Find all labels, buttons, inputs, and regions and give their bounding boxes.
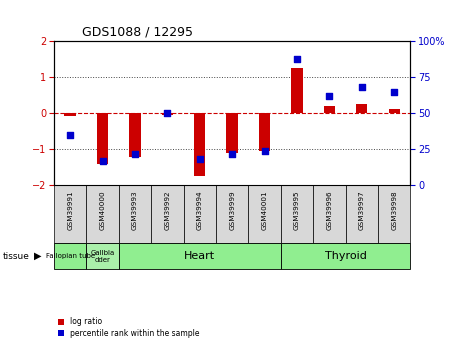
Point <box>196 157 204 162</box>
Point <box>228 151 236 156</box>
Bar <box>129 114 141 157</box>
Bar <box>119 243 281 269</box>
Text: ▶: ▶ <box>34 251 41 261</box>
Bar <box>281 243 410 269</box>
Bar <box>356 105 367 114</box>
Bar <box>259 114 270 151</box>
Text: GSM39999: GSM39999 <box>229 190 235 229</box>
Bar <box>324 106 335 114</box>
Point <box>164 111 171 116</box>
Text: GSM39996: GSM39996 <box>326 190 333 229</box>
Text: GSM39991: GSM39991 <box>67 190 73 229</box>
Bar <box>86 243 119 269</box>
Bar <box>313 185 346 243</box>
Bar <box>162 114 173 115</box>
Bar <box>119 185 151 243</box>
Point <box>131 151 139 156</box>
Text: GSM39998: GSM39998 <box>391 190 397 229</box>
Bar <box>378 185 410 243</box>
Point <box>67 132 74 138</box>
Text: GSM39995: GSM39995 <box>294 190 300 229</box>
Point <box>261 148 268 154</box>
Bar <box>194 114 205 176</box>
Bar <box>227 114 238 153</box>
Bar <box>281 185 313 243</box>
Bar <box>388 109 400 114</box>
Point <box>358 85 365 90</box>
Text: Fallopian tube: Fallopian tube <box>45 253 95 259</box>
Text: GSM39997: GSM39997 <box>359 190 365 229</box>
Point <box>99 158 106 164</box>
Text: GSM39992: GSM39992 <box>164 190 170 229</box>
Bar <box>86 185 119 243</box>
Text: Heart: Heart <box>184 251 215 261</box>
Text: Gallbla
dder: Gallbla dder <box>91 249 114 263</box>
Bar <box>346 185 378 243</box>
Text: GSM39994: GSM39994 <box>197 190 203 229</box>
Text: GDS1088 / 12295: GDS1088 / 12295 <box>83 26 193 39</box>
Bar <box>54 185 86 243</box>
Bar <box>54 243 86 269</box>
Legend: log ratio, percentile rank within the sample: log ratio, percentile rank within the sa… <box>58 317 199 338</box>
Point <box>390 89 398 95</box>
Point <box>293 56 301 61</box>
Text: tissue: tissue <box>2 252 29 260</box>
Bar <box>151 185 183 243</box>
Bar <box>97 114 108 164</box>
Text: GSM40000: GSM40000 <box>99 190 106 229</box>
Point <box>325 93 333 99</box>
Text: GSM40001: GSM40001 <box>262 190 267 229</box>
Bar <box>183 185 216 243</box>
Bar <box>64 114 76 116</box>
Text: GSM39993: GSM39993 <box>132 190 138 229</box>
Bar <box>216 185 249 243</box>
Bar <box>291 68 303 114</box>
Text: Thyroid: Thyroid <box>325 251 366 261</box>
Bar <box>249 185 281 243</box>
